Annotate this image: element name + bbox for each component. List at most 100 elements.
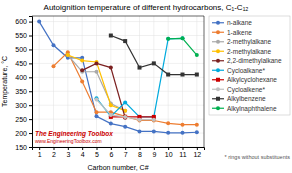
marker bbox=[95, 61, 99, 65]
y-tick: 600 bbox=[15, 18, 32, 25]
x-tick: 11 bbox=[179, 147, 186, 158]
grid-line-y bbox=[32, 77, 204, 78]
marker bbox=[195, 130, 199, 134]
y-tick-mark bbox=[29, 36, 32, 37]
legend-item: Alkylnaphthalene bbox=[212, 105, 277, 113]
x-axis-line bbox=[33, 148, 205, 151]
marker bbox=[181, 36, 185, 40]
x-tick-mark bbox=[54, 147, 55, 150]
marker bbox=[66, 53, 70, 57]
marker bbox=[138, 66, 142, 70]
y-tick-mark bbox=[29, 77, 32, 78]
y-tick-label: 300 bbox=[15, 102, 27, 109]
y-tick-label: 150 bbox=[15, 144, 27, 151]
x-tick-label: 8 bbox=[138, 151, 142, 158]
marker bbox=[123, 125, 127, 129]
grid-line-y bbox=[32, 105, 204, 106]
y-tick-label: 600 bbox=[15, 18, 27, 25]
x-tick: 8 bbox=[138, 147, 142, 158]
legend-frame bbox=[209, 16, 290, 115]
marker bbox=[95, 114, 99, 118]
x-tick: 9 bbox=[152, 147, 156, 158]
legend-marker bbox=[216, 106, 220, 110]
marker bbox=[37, 20, 41, 24]
x-tick-label: 9 bbox=[152, 151, 156, 158]
y-tick-mark bbox=[29, 91, 32, 92]
series-line bbox=[39, 22, 197, 133]
series-line bbox=[68, 55, 125, 111]
marker bbox=[123, 115, 127, 119]
legend-label: Cycloalkene* bbox=[227, 86, 265, 94]
legend-marker bbox=[216, 59, 220, 63]
marker bbox=[95, 70, 99, 74]
y-tick-label: 250 bbox=[15, 116, 27, 123]
marker bbox=[80, 59, 84, 63]
x-tick-label: 6 bbox=[109, 151, 113, 158]
legend-item: Cycloalkene* bbox=[212, 86, 265, 94]
x-tick-mark bbox=[197, 147, 198, 150]
legend: n-alkane1-alkene2-methylalkane2-methylal… bbox=[209, 16, 290, 115]
y-axis-line bbox=[29, 17, 33, 148]
legend-item: 2-methylalkane bbox=[212, 38, 271, 46]
y-tick: 300 bbox=[15, 102, 32, 109]
y-tick-mark bbox=[29, 49, 32, 50]
legend-item: 1-alkene bbox=[212, 29, 252, 36]
x-tick: 12 bbox=[193, 147, 201, 158]
legend-marker bbox=[216, 49, 220, 53]
title: Autoignition temperature of different hy… bbox=[44, 3, 249, 12]
marker bbox=[181, 131, 185, 135]
x-tick: 6 bbox=[109, 147, 113, 158]
y-tick: 250 bbox=[15, 116, 32, 123]
legend-marker bbox=[216, 30, 220, 34]
y-tick-label: 550 bbox=[15, 32, 27, 39]
marker bbox=[195, 73, 199, 77]
x-tick-label: 5 bbox=[95, 151, 99, 158]
legend-item: 2,2-dimethylalkane bbox=[212, 57, 282, 65]
legend-marker bbox=[216, 21, 220, 25]
series bbox=[52, 50, 199, 126]
legend-label: 2,2-dimethylalkane bbox=[227, 57, 282, 65]
x-tick-label: 11 bbox=[179, 151, 186, 158]
legend-item: Alkylbenzene bbox=[212, 95, 266, 103]
marker bbox=[152, 61, 156, 65]
marker bbox=[166, 131, 170, 135]
x-tick-label: 4 bbox=[81, 151, 85, 158]
x-axis: 123456789101112 bbox=[33, 147, 205, 158]
marker bbox=[109, 66, 113, 70]
x-tick: 2 bbox=[52, 147, 56, 158]
y-axis-title: Temperature, °C bbox=[1, 56, 9, 107]
series-line bbox=[68, 55, 125, 111]
series bbox=[66, 53, 127, 113]
x-tick: 1 bbox=[38, 147, 42, 158]
marker bbox=[123, 114, 127, 118]
marker bbox=[181, 73, 185, 77]
series bbox=[95, 36, 185, 119]
marks bbox=[37, 20, 199, 135]
x-tick: 10 bbox=[165, 147, 173, 158]
y-tick: 400 bbox=[15, 74, 32, 81]
y-tick-mark bbox=[29, 133, 32, 134]
y-tick: 200 bbox=[15, 130, 32, 137]
marker bbox=[166, 73, 170, 77]
x-tick-mark bbox=[183, 147, 184, 150]
legend-label: 1-alkene bbox=[227, 29, 252, 36]
x-tick-label: 12 bbox=[193, 151, 201, 158]
y-tick-label: 450 bbox=[15, 60, 27, 67]
legend-item: 2-methylalkane bbox=[212, 48, 271, 56]
legend-marker bbox=[216, 40, 220, 44]
marker bbox=[109, 34, 113, 38]
x-tick: 7 bbox=[124, 147, 128, 158]
marker bbox=[123, 115, 127, 119]
series-line bbox=[111, 116, 154, 117]
series bbox=[37, 20, 199, 135]
x-tick-mark bbox=[39, 147, 40, 150]
legend-label: Alkylnaphthalene bbox=[227, 105, 277, 113]
marker bbox=[109, 103, 113, 107]
legend-label: Alkylcyclohexane bbox=[227, 76, 277, 84]
x-tick-label: 2 bbox=[52, 151, 56, 158]
series bbox=[66, 53, 127, 113]
y-tick: 500 bbox=[15, 46, 32, 53]
x-tick-mark bbox=[97, 147, 98, 150]
marker bbox=[152, 118, 156, 122]
marker bbox=[95, 110, 99, 114]
